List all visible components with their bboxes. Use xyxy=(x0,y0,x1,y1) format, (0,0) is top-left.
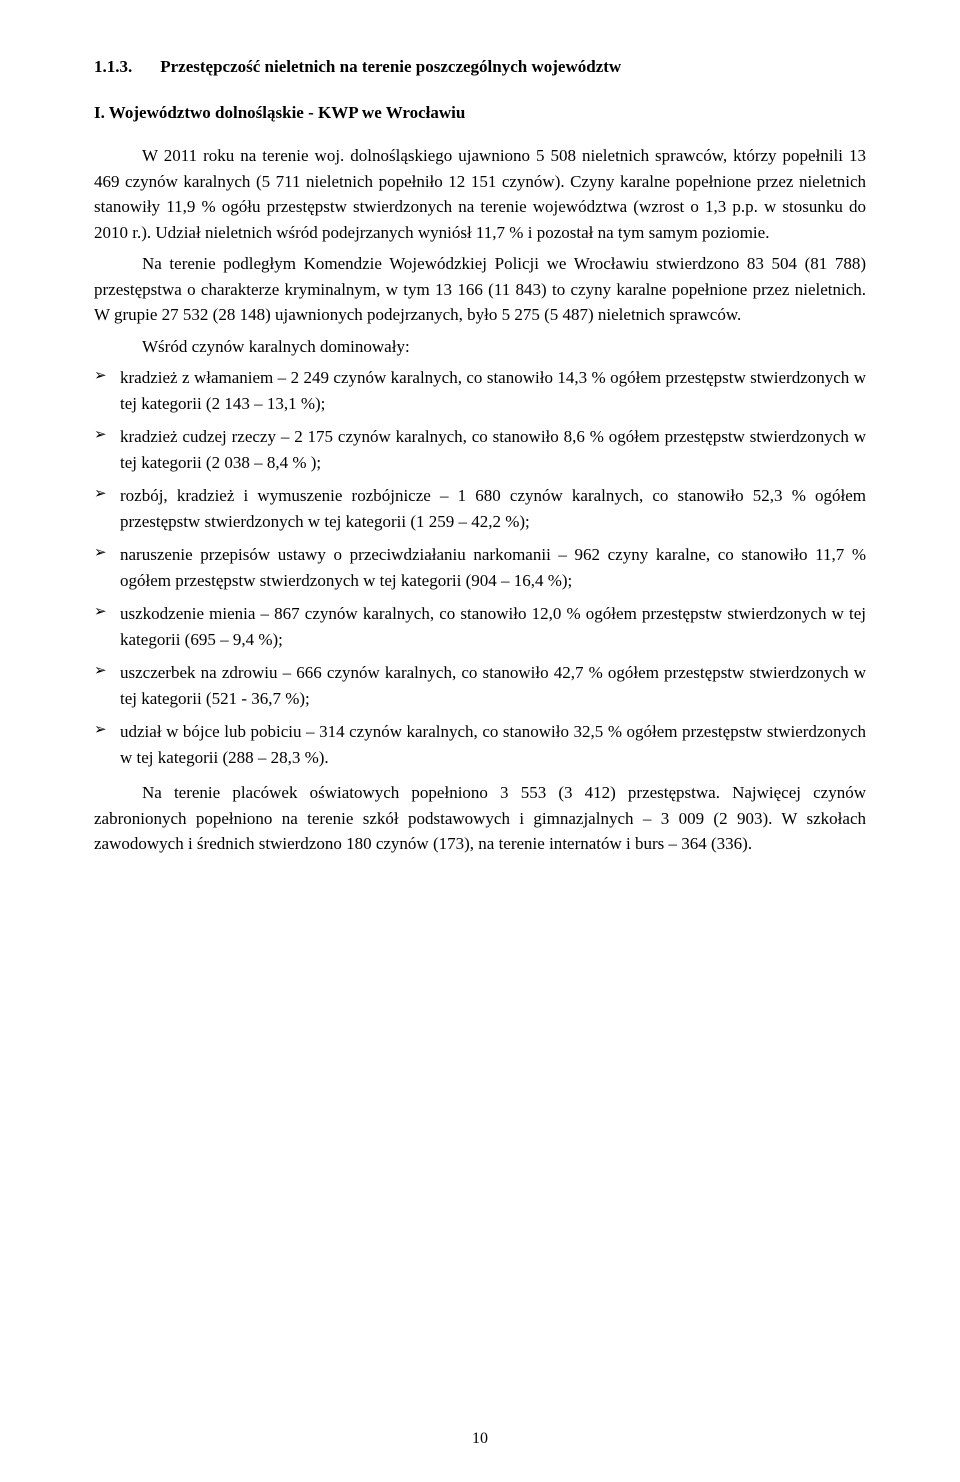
list-item: uszczerbek na zdrowiu – 666 czynów karal… xyxy=(94,660,866,711)
list-item: rozbój, kradzież i wymuszenie rozbójnicz… xyxy=(94,483,866,534)
list-item: naruszenie przepisów ustawy o przeciwdzi… xyxy=(94,542,866,593)
section-number: 1.1.3. xyxy=(94,54,132,80)
list-item: udział w bójce lub pobiciu – 314 czynów … xyxy=(94,719,866,770)
page-number: 10 xyxy=(0,1430,960,1448)
section-title: Przestępczość nieletnich na terenie posz… xyxy=(160,57,621,76)
section-heading: 1.1.3. Przestępczość nieletnich na tereni… xyxy=(94,54,866,80)
paragraph: Na terenie podległym Komendzie Wojewódzk… xyxy=(94,251,866,328)
subsection-heading: I. Województwo dolnośląskie - KWP we Wro… xyxy=(94,100,866,126)
paragraph: W 2011 roku na terenie woj. dolnośląskie… xyxy=(94,143,866,245)
bullet-list: kradzież z włamaniem – 2 249 czynów kara… xyxy=(94,365,866,770)
list-item: kradzież z włamaniem – 2 249 czynów kara… xyxy=(94,365,866,416)
document-page: 1.1.3. Przestępczość nieletnich na tereni… xyxy=(0,0,960,1482)
list-item: uszkodzenie mienia – 867 czynów karalnyc… xyxy=(94,601,866,652)
paragraph: Wśród czynów karalnych dominowały: xyxy=(94,334,866,360)
paragraph: Na terenie placówek oświatowych popełnio… xyxy=(94,780,866,857)
list-item: kradzież cudzej rzeczy – 2 175 czynów ka… xyxy=(94,424,866,475)
